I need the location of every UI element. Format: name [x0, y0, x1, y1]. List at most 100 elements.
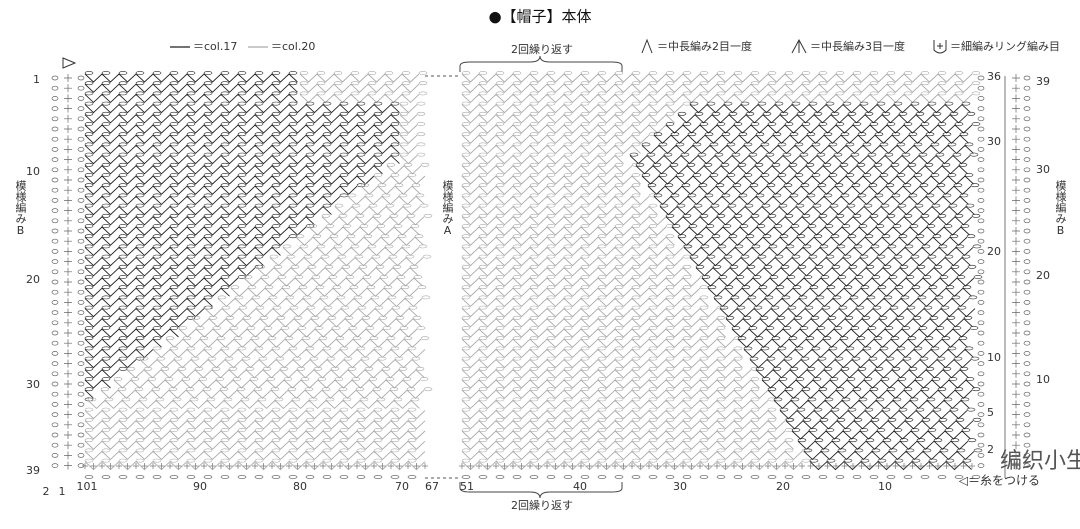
edge-stitch	[977, 237, 1031, 246]
stitch-row	[84, 420, 426, 430]
stitch-row	[256, 267, 419, 277]
stitch-row	[677, 114, 968, 124]
chain-row	[689, 254, 971, 259]
bottom-stitches-label: 101	[77, 480, 98, 493]
chain-row	[461, 213, 658, 218]
stitch-row	[461, 256, 684, 267]
edge-stitch	[977, 400, 1031, 409]
stitch-row	[84, 93, 298, 104]
title: ●【帽子】本体	[488, 8, 591, 26]
chain-row	[84, 438, 417, 443]
left-rows-label: 20	[26, 273, 40, 286]
watermark: 编织小生	[1000, 449, 1080, 474]
chain-row	[243, 275, 423, 279]
stitch-row	[461, 338, 735, 348]
chain-row	[84, 315, 196, 320]
bottom-stitches-label: 90	[193, 480, 207, 493]
stitch-row	[773, 399, 970, 410]
chain-row	[139, 356, 421, 361]
stitch-row	[689, 103, 971, 114]
chain-row	[399, 122, 426, 126]
chain-row	[321, 213, 433, 218]
stitch-row	[461, 307, 718, 318]
chain-row	[701, 275, 983, 279]
chain-row	[308, 224, 420, 228]
chain-row	[295, 234, 424, 239]
edge-stitch	[51, 400, 85, 409]
stitch-row	[461, 144, 641, 155]
chain-row	[84, 428, 417, 432]
right-inner-label: 5	[987, 406, 994, 419]
edge-stitch	[51, 114, 85, 123]
edge-stitch	[51, 84, 85, 93]
left-bottom-label: 2	[43, 485, 50, 498]
stitch-row	[461, 236, 675, 246]
symbol-icon	[791, 38, 807, 54]
edge-stitch	[977, 186, 1031, 195]
stitch-row	[461, 185, 641, 195]
chain-row	[87, 397, 420, 402]
edge-stitch	[977, 206, 1031, 215]
chain-row	[84, 326, 179, 330]
stitch-row	[373, 175, 426, 185]
edge-stitch	[977, 288, 1031, 297]
stitch-row	[269, 256, 424, 267]
stitch-row	[461, 379, 760, 389]
edge-stitch	[51, 308, 85, 317]
chain-row	[677, 111, 976, 116]
stitch-row	[779, 409, 968, 420]
chain-row	[749, 356, 980, 361]
chain-row	[84, 111, 400, 116]
symbol-icon	[641, 38, 653, 54]
edge-stitch	[51, 94, 85, 103]
chain-row	[399, 132, 426, 137]
left-rows-label: 30	[26, 378, 40, 391]
stitch-row	[84, 307, 205, 318]
stitch-row	[725, 318, 973, 328]
stitch-row	[461, 165, 633, 175]
stitch-row	[243, 277, 423, 287]
stitch-row	[87, 399, 420, 410]
stitch-row	[84, 297, 213, 308]
edge-stitch	[51, 257, 85, 266]
pattern-label: 模様編みB	[14, 180, 27, 237]
chain-row	[755, 366, 969, 371]
stitch-row	[653, 195, 969, 206]
stitch-row	[84, 114, 400, 124]
stitch-row	[797, 440, 969, 450]
chain-row	[461, 275, 709, 279]
edge-stitch	[51, 216, 85, 225]
chain-row	[461, 407, 777, 412]
right-inner-label: 2	[987, 443, 994, 456]
stitch-row	[84, 185, 358, 195]
stitch-row	[113, 379, 421, 389]
chain-row	[461, 132, 658, 137]
foundation-chain	[461, 475, 981, 479]
chain-row	[677, 234, 976, 239]
stitch-row	[84, 103, 400, 114]
chain-row	[767, 387, 981, 392]
edge-stitch	[977, 339, 1031, 348]
stitch-row	[461, 103, 684, 114]
chain-row	[461, 315, 726, 320]
stitch-row	[641, 144, 974, 155]
stitch-row	[809, 460, 972, 471]
chain-row	[461, 244, 692, 249]
stitch-row	[84, 287, 230, 297]
stitch-row	[653, 134, 969, 144]
stitch-row	[629, 154, 971, 165]
stitch-row	[399, 104, 418, 114]
chain-row	[761, 377, 975, 381]
edge-stitch	[51, 410, 85, 419]
bottom-stitches-label: 40	[573, 480, 587, 493]
stitch-row	[461, 226, 667, 236]
chain-row	[641, 173, 974, 177]
left-rows-label: 1	[33, 73, 40, 86]
edge-stitch	[977, 145, 1031, 154]
stitch-row	[360, 185, 421, 195]
bottom-stitches-label: 30	[673, 480, 687, 493]
stitch-row	[84, 358, 137, 369]
stitch-row	[334, 205, 421, 216]
chain-row	[282, 244, 428, 249]
chain-row	[773, 397, 970, 402]
